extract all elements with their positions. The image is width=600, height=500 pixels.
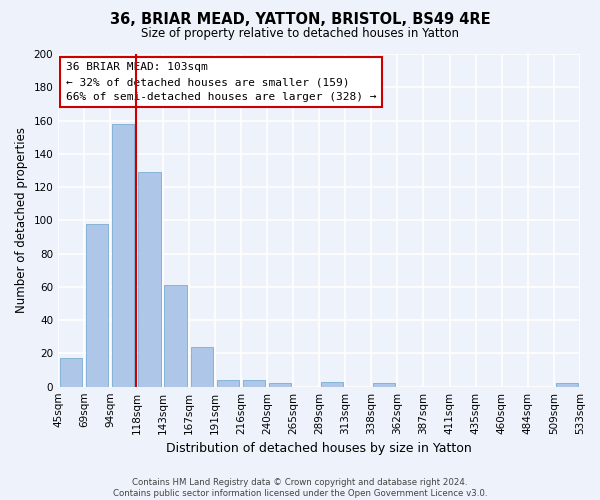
Text: 36, BRIAR MEAD, YATTON, BRISTOL, BS49 4RE: 36, BRIAR MEAD, YATTON, BRISTOL, BS49 4R… [110, 12, 490, 28]
X-axis label: Distribution of detached houses by size in Yatton: Distribution of detached houses by size … [166, 442, 472, 455]
Bar [139, 172, 161, 386]
Text: 36 BRIAR MEAD: 103sqm
← 32% of detached houses are smaller (159)
66% of semi-det: 36 BRIAR MEAD: 103sqm ← 32% of detached … [66, 62, 376, 102]
Y-axis label: Number of detached properties: Number of detached properties [15, 128, 28, 314]
Bar [243, 380, 265, 386]
Bar [373, 384, 395, 386]
Bar [86, 224, 109, 386]
Bar [112, 124, 134, 386]
Bar [321, 382, 343, 386]
Bar [556, 384, 578, 386]
Text: Contains HM Land Registry data © Crown copyright and database right 2024.
Contai: Contains HM Land Registry data © Crown c… [113, 478, 487, 498]
Bar [217, 380, 239, 386]
Bar [60, 358, 82, 386]
Bar [269, 384, 291, 386]
Bar [191, 347, 213, 387]
Bar [164, 285, 187, 386]
Text: Size of property relative to detached houses in Yatton: Size of property relative to detached ho… [141, 28, 459, 40]
